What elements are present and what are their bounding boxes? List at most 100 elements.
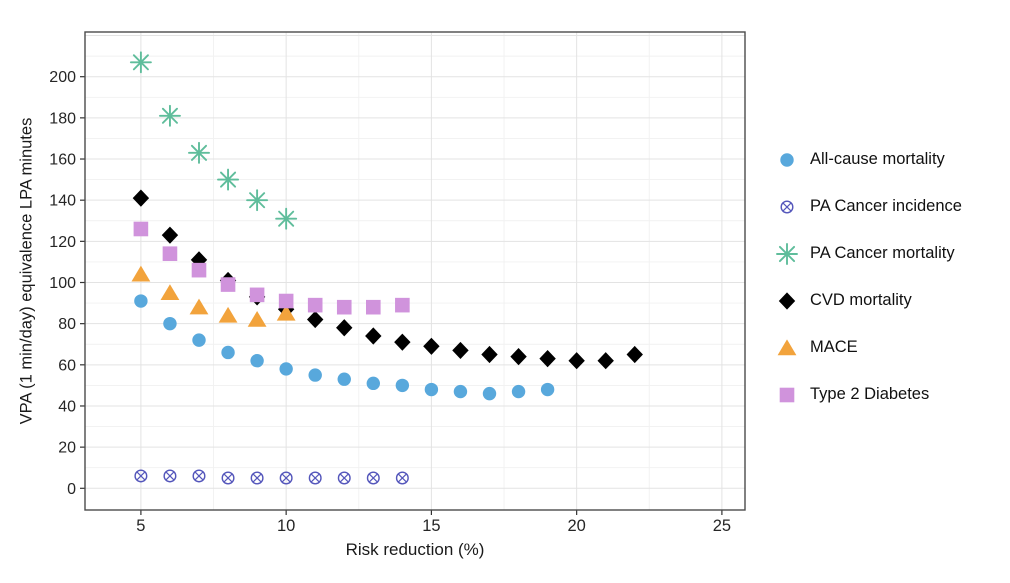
data-point-diamond-icon xyxy=(510,347,527,366)
legend: All-cause mortality PA Cancer incidence PA… xyxy=(770,136,1008,418)
data-point-asterisk-icon xyxy=(246,189,269,212)
panel-border xyxy=(84,31,746,511)
data-point-triangle-icon xyxy=(777,338,797,355)
data-point-circle-icon xyxy=(482,386,497,401)
y-tick-label: 120 xyxy=(49,234,76,251)
legend-label: All-cause mortality xyxy=(810,150,945,168)
data-point-asterisk-icon xyxy=(158,104,181,127)
data-point-circle-icon xyxy=(337,372,351,386)
data-point-diamond-icon xyxy=(597,352,614,370)
y-tick-label: 180 xyxy=(49,110,76,127)
data-point-circle-icon xyxy=(511,384,526,399)
data-point-circle-x-icon xyxy=(279,471,293,485)
data-point-circle-icon xyxy=(250,354,264,368)
data-point-asterisk-icon xyxy=(129,51,152,74)
y-tick-label: 100 xyxy=(49,275,76,292)
data-point-circle-icon xyxy=(279,362,293,376)
series-type-2-diabetes xyxy=(133,221,410,315)
data-point-square-icon xyxy=(249,287,265,303)
data-point-circle-icon xyxy=(163,316,177,331)
data-point-circle-x-icon xyxy=(395,471,409,485)
x-tick-label: 5 xyxy=(136,517,145,535)
legend-diamond-icon xyxy=(770,287,804,315)
data-point-circle-x-icon xyxy=(134,469,148,483)
data-point-square-icon xyxy=(307,297,323,313)
data-point-diamond-icon xyxy=(365,327,382,345)
series-pa-cancer-incidence xyxy=(134,469,409,485)
y-tick-label: 140 xyxy=(49,193,76,210)
legend-label: PA Cancer incidence xyxy=(810,197,962,215)
series-all-cause-mortality xyxy=(134,294,555,401)
legend-square-icon xyxy=(770,381,804,409)
data-point-diamond-icon xyxy=(481,345,498,364)
plot-panel xyxy=(85,32,745,510)
series-mace xyxy=(131,265,296,327)
y-tick-label: 0 xyxy=(67,481,76,498)
data-point-square-icon xyxy=(220,277,236,292)
data-point-diamond-icon xyxy=(307,310,324,329)
axis-ticks xyxy=(80,76,723,515)
data-point-square-icon xyxy=(779,387,795,402)
data-point-diamond-icon xyxy=(568,352,585,370)
legend-circle-x-icon xyxy=(770,193,804,221)
data-point-asterisk-icon xyxy=(275,207,298,230)
data-point-circle-icon xyxy=(453,384,468,399)
y-tick-label: 20 xyxy=(58,440,76,457)
x-axis-title: Risk reduction (%) xyxy=(345,540,485,559)
data-point-circle-x-icon xyxy=(337,471,351,485)
y-tick-label: 40 xyxy=(58,398,76,415)
y-tick-label: 80 xyxy=(58,316,76,333)
data-point-circle-icon xyxy=(395,378,410,393)
y-tick-label: 60 xyxy=(58,357,76,374)
data-point-diamond-icon xyxy=(161,226,179,244)
data-point-diamond-icon xyxy=(626,345,643,364)
data-point-square-icon xyxy=(162,246,178,261)
legend-item-all-cause-mortality: All-cause mortality xyxy=(770,136,1008,183)
data-point-diamond-icon xyxy=(452,341,469,360)
data-point-square-icon xyxy=(366,299,381,315)
data-point-circle-x-icon xyxy=(250,471,264,485)
data-point-triangle-icon xyxy=(189,298,209,315)
data-point-asterisk-icon xyxy=(188,141,210,164)
data-point-square-icon xyxy=(278,293,294,309)
data-point-diamond-icon xyxy=(132,189,150,207)
legend-label: MACE xyxy=(810,338,858,356)
x-tick-label: 10 xyxy=(277,517,295,535)
data-point-diamond-icon xyxy=(778,291,796,310)
data-point-circle-icon xyxy=(192,333,206,347)
data-point-circle-x-icon xyxy=(163,469,177,483)
data-point-circle-icon xyxy=(308,368,322,382)
x-tick-label: 20 xyxy=(567,517,585,535)
data-point-asterisk-icon xyxy=(217,168,240,191)
legend-item-mace: MACE xyxy=(770,324,1008,371)
y-tick-label: 160 xyxy=(49,152,76,169)
data-point-circle-x-icon xyxy=(308,471,322,485)
data-point-diamond-icon xyxy=(423,337,440,355)
legend-label: PA Cancer mortality xyxy=(810,244,955,262)
legend-asterisk-icon xyxy=(770,240,804,268)
legend-label: CVD mortality xyxy=(810,291,912,309)
legend-label: Type 2 Diabetes xyxy=(810,385,930,403)
minor-gridlines xyxy=(85,32,745,510)
legend-item-pa-cancer-incidence: PA Cancer incidence xyxy=(770,183,1008,230)
data-point-square-icon xyxy=(395,297,410,313)
data-point-circle-icon xyxy=(424,382,439,397)
legend-item-cvd-mortality: CVD mortality xyxy=(770,277,1008,324)
y-axis-title: VPA (1 min/day) equivalence LPA minutes xyxy=(17,117,36,425)
data-point-diamond-icon xyxy=(394,333,411,351)
data-point-square-icon xyxy=(336,299,352,315)
data-point-circle-x-icon xyxy=(192,469,206,483)
data-point-circle-x-icon xyxy=(366,471,380,485)
data-point-diamond-icon xyxy=(336,319,353,337)
data-point-circle-icon xyxy=(134,294,148,308)
data-point-square-icon xyxy=(133,221,149,237)
data-point-triangle-icon xyxy=(131,265,151,282)
data-point-triangle-icon xyxy=(276,304,296,321)
data-point-diamond-icon xyxy=(190,251,208,269)
legend-item-type-2-diabetes: Type 2 Diabetes xyxy=(770,371,1008,418)
data-point-circle-icon xyxy=(780,152,794,167)
data-point-circle-x-icon xyxy=(221,471,235,485)
data-point-diamond-icon xyxy=(539,350,556,368)
